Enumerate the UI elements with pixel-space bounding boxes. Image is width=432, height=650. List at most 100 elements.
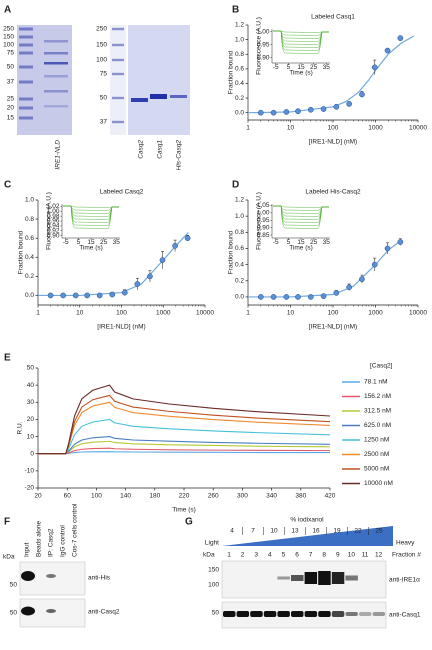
y-tick-label: 0.0 (235, 294, 244, 301)
percent-label: 13 (291, 528, 299, 535)
gel (128, 25, 190, 135)
marker-label: 150 (3, 34, 14, 41)
band (345, 612, 358, 616)
legend-label: 2500 nM (364, 451, 389, 458)
y-tick-label: 0 (30, 450, 34, 457)
protein-band (44, 105, 68, 108)
inset-y-tick-label: 1.00 (257, 210, 270, 217)
y-tick-label: 0.4 (25, 254, 34, 261)
band (263, 611, 277, 617)
protein-band (150, 94, 167, 99)
gradient-wedge (222, 526, 393, 546)
inset-y-tick-label: 0.94 (47, 223, 60, 230)
data-point (84, 292, 90, 299)
inset-x-tick-label: 15 (297, 239, 305, 246)
ladder-band (19, 65, 33, 69)
inset-x-tick-label: -5 (273, 239, 279, 246)
band (277, 611, 290, 617)
data-point (307, 294, 314, 300)
x-tick-label: 140 (120, 493, 131, 500)
protein-band (44, 75, 68, 78)
fraction-number: 9 (336, 552, 340, 559)
band (345, 575, 358, 581)
panel-label: B (232, 5, 239, 16)
inset-trace (63, 205, 119, 211)
data-point (397, 35, 404, 42)
inset-trace (273, 30, 329, 36)
fraction-number: 11 (362, 552, 369, 559)
legend-label: 5000 nM (364, 466, 389, 473)
inset-y-tick-label: 1.05 (257, 202, 270, 209)
band (318, 571, 331, 585)
lane-label: Casq2 (138, 140, 145, 159)
x-tick-label: 100 (91, 493, 102, 500)
y-tick-label: 0.6 (235, 66, 244, 73)
data-point (371, 64, 378, 71)
data-point (295, 294, 301, 300)
y-tick-label: 0.6 (235, 245, 244, 252)
x-tick-label: 1 (246, 125, 250, 132)
legend-label: 1250 nM (364, 437, 389, 444)
panel-label: E (4, 353, 11, 364)
inset-y-label: Fluorescence (A.U.) (256, 192, 263, 250)
y-tick-label: 10 (27, 433, 35, 440)
y-tick-label: 0.0 (25, 292, 34, 299)
heavy-label: Heavy (396, 540, 415, 547)
inset-x-tick-label: 25 (310, 239, 318, 246)
marker-label: 75 (7, 50, 15, 57)
band (236, 611, 250, 617)
inset-trace (273, 30, 329, 33)
y-tick-label: 50 (27, 365, 35, 372)
y-tick-label: 0.8 (235, 51, 244, 58)
y-axis-label: Fraction bound (18, 230, 25, 274)
data-point (109, 291, 116, 298)
inset-y-label: Fluorescence (A.U.) (256, 17, 263, 75)
fit-line (248, 239, 402, 298)
x-tick-label: 340 (266, 493, 277, 500)
lane-label: Input (24, 542, 31, 557)
band (318, 611, 331, 617)
data-point (172, 242, 178, 249)
legend-title: [Casq2] (370, 363, 393, 370)
x-axis-label: [IRE1-NLD] (nM) (97, 324, 145, 331)
fraction-number: 8 (322, 552, 326, 559)
fraction-number: 1 (227, 552, 231, 559)
inset-x-label: Time (s) (79, 245, 103, 252)
fraction-number: 12 (375, 552, 383, 559)
y-tick-label: 1.0 (235, 36, 244, 43)
inset-x-tick-label: 5 (77, 239, 81, 246)
y-tick-label: 1.2 (235, 197, 244, 204)
percent-label: 25 (375, 528, 383, 535)
antibody-label: anti-His (88, 575, 111, 582)
fit-line (247, 35, 415, 114)
x-tick-label: 1 (36, 310, 40, 317)
y-tick-label: 1.2 (235, 22, 244, 29)
inset-y-tick-label: 0.90 (257, 54, 270, 61)
x-tick-label: 10 (76, 310, 84, 317)
y-tick-label: 0.8 (235, 229, 244, 236)
x-tick-label: 100 (328, 310, 339, 317)
data-point (320, 106, 327, 112)
y-tick-label: 0.0 (235, 109, 244, 116)
inset-y-tick-label: 0.98 (47, 213, 60, 220)
inset-y-tick-label: 1.00 (257, 28, 270, 35)
data-point (371, 261, 378, 268)
y-tick-label: 0.8 (25, 216, 34, 223)
marker-label: 150 (208, 567, 219, 574)
data-point (384, 245, 391, 252)
blot (221, 601, 387, 629)
x-axis-label: [IRE1-NLD] (nM) (309, 139, 357, 146)
marker-label: 100 (96, 57, 107, 64)
marker-label: 37 (100, 119, 108, 126)
sensorgram-line (38, 447, 331, 455)
sensorgram-line (38, 451, 330, 455)
lane-label: IP: Casq2 (48, 528, 55, 557)
band (372, 612, 386, 616)
fraction-number: 3 (254, 552, 258, 559)
inset-x-tick-label: -5 (63, 239, 69, 246)
ladder-band (19, 97, 33, 101)
inset-y-tick-label: 0.92 (47, 227, 60, 234)
antibody-label: anti-Casq1 (389, 612, 421, 619)
protein-band (44, 62, 68, 65)
ladder-band (19, 80, 33, 84)
